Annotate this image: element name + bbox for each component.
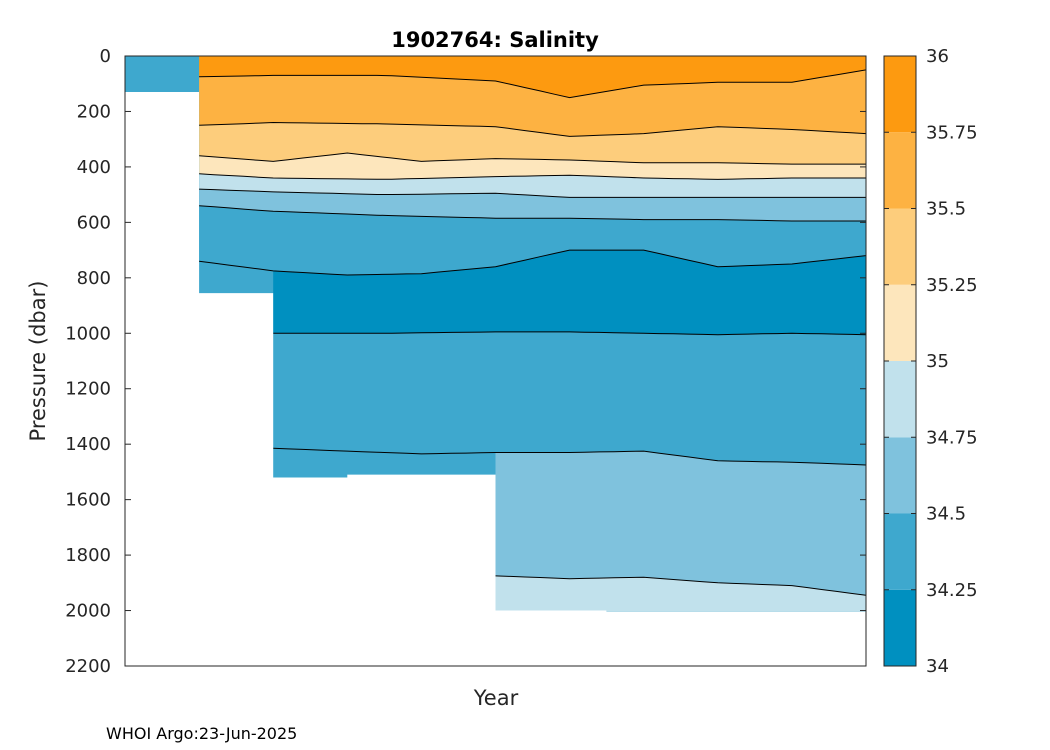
y-tick-label: 0 [100,46,111,67]
contour-line-35.75 [199,69,866,99]
contour-line-35.5 [199,121,866,137]
y-tick-label: 200 [77,101,111,122]
colorbar-tick-label: 34.75 [926,427,978,448]
band-34-34.25 [273,250,866,335]
colorbar-tick-label: 36 [926,46,949,67]
band-35-35.25 [199,153,866,180]
colorbar-segment [884,56,916,133]
contour-line-35 [199,173,866,180]
y-tick-label: 1600 [65,490,111,511]
contour-line-34.5 [199,205,866,222]
y-tick-label: 600 [77,212,111,233]
band-35.5-35.75 [199,69,866,137]
band-35.75-36 [199,56,866,98]
colorbar-tick-label: 35.25 [926,275,978,296]
colorbar-segment [884,589,916,666]
y-tick-label: 1400 [65,434,111,455]
contour-lines [199,69,866,596]
x-axis-label: Year [473,686,519,710]
contour-line-34.75 [199,188,866,198]
colorbar-tick-label: 34 [926,656,949,677]
contour-line-34.5 [273,447,866,466]
colorbar-segment [884,437,916,514]
colorbar-segment [884,208,916,285]
band-34.5-34.75 [199,189,866,221]
colorbar-tick-label: 34.25 [926,580,978,601]
y-tick-label: 1200 [65,379,111,400]
plot-frame [124,55,867,667]
band-35.25-35.5 [199,122,866,165]
plot-area [124,55,867,667]
y-tick-label: 1800 [65,545,111,566]
colorbar-segment [884,361,916,438]
colorbar-segment [884,284,916,361]
chart-title: 1902764: Salinity [391,28,599,52]
footer-credit: WHOI Argo:23-Jun-2025 [106,724,298,743]
y-tick-label: 800 [77,268,111,289]
colorbar-segment [884,132,916,209]
band-34.75-35 [495,575,866,612]
band-34.75-35 [199,173,866,198]
y-tick-label: 400 [77,157,111,178]
band-34.25-34.5 [199,205,866,275]
contour-bands [125,56,866,612]
contour-line-34.25 [273,331,866,336]
colorbar-tick-label: 35.75 [926,122,978,143]
y-tick-label: 1000 [65,323,111,344]
y-tick-label: 2200 [65,656,111,677]
contour-line-34.25 [199,249,866,276]
band-34.5-34.75 [495,451,866,612]
contour-line-34.75 [495,575,866,596]
colorbar-tick-label: 34.5 [926,504,966,525]
y-axis-label: Pressure (dbar) [26,281,50,442]
contour-line-35.25 [199,152,866,165]
colorbar: 34 34.25 34.5 34.75 35 35.25 35.5 35.75 36 [883,46,978,677]
y-tick-label: 2000 [65,601,111,622]
colorbar-tick-label: 35 [926,351,949,372]
y-axis: 0 200 400 600 800 1000 1200 1400 1600 1800 2000 220… [65,46,866,677]
colorbar-segment [884,513,916,590]
colorbar-tick-label: 35.5 [926,199,966,220]
